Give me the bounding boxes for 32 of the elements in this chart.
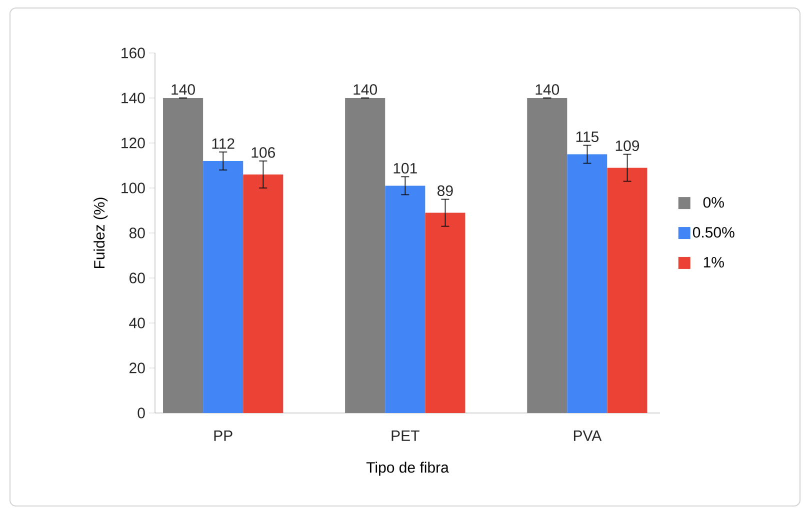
y-tick-label: 20 [130, 362, 145, 374]
data-label: 140 [354, 84, 378, 95]
data-label: 106 [252, 147, 275, 158]
x-tick-label: PVA [574, 430, 602, 441]
data-label: 101 [394, 162, 417, 174]
y-tick-label: 160 [122, 48, 145, 58]
legend-label: 0.50% [692, 227, 734, 238]
data-label: 112 [212, 138, 234, 149]
y-tick-label: 60 [130, 272, 145, 284]
data-label: 89 [438, 185, 453, 196]
bar [203, 160, 244, 413]
y-tick-label: 100 [122, 182, 145, 194]
y-tick-label: 140 [122, 92, 145, 104]
x-tick-label: PET [392, 430, 420, 441]
legend-label: 1% [704, 257, 724, 268]
data-label: 140 [536, 84, 560, 95]
y-tick-label: 0 [138, 408, 145, 418]
bar [607, 168, 648, 413]
bar [567, 154, 608, 413]
bar [243, 174, 284, 413]
bar [385, 186, 426, 413]
y-tick-label: 40 [129, 318, 145, 328]
bar [425, 212, 466, 413]
legend-label: 0% [703, 197, 724, 208]
data-label: 140 [172, 84, 195, 95]
y-tick-label: 120 [122, 138, 145, 148]
y-axis-title: Fuidez (%) [94, 198, 108, 268]
data-label: 115 [576, 132, 599, 142]
data-label: 109 [616, 140, 640, 152]
x-tick-label: PP [214, 430, 232, 441]
y-tick-label: 80 [129, 228, 145, 238]
x-axis-title: Tipo de fibra [366, 462, 449, 476]
